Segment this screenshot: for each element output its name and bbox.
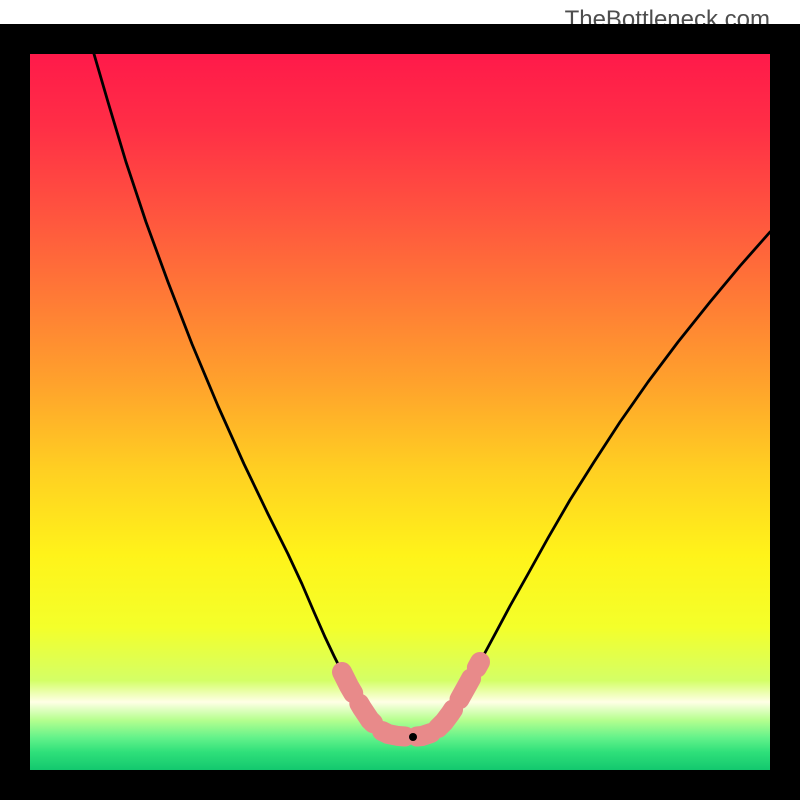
bottom-dash-left (342, 672, 431, 737)
plot-frame (0, 24, 800, 800)
bottom-dash-right (438, 662, 480, 728)
bottleneck-curve (94, 54, 770, 737)
curve-layer (30, 54, 770, 770)
min-point-marker (409, 733, 417, 741)
chart-stage: TheBottleneck.com (0, 0, 800, 800)
